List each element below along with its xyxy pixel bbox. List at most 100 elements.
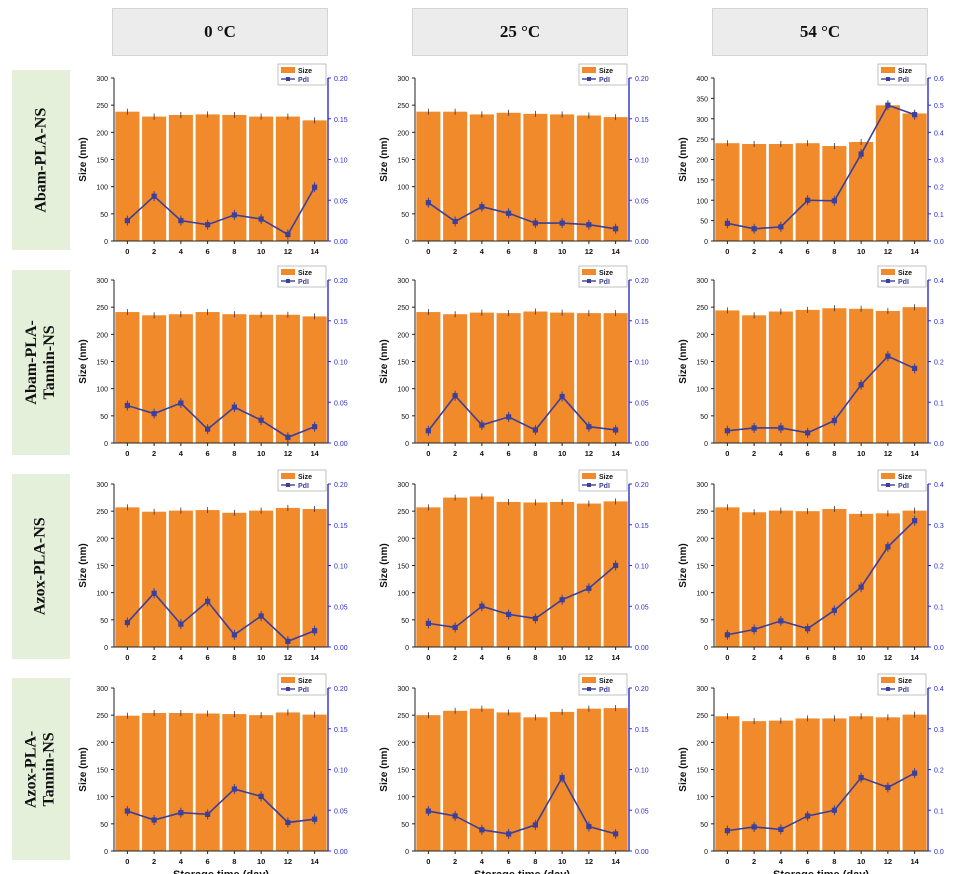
x-tick-label: 12: [284, 449, 292, 458]
x-tick-label: 0: [426, 857, 430, 866]
size-bar: [795, 309, 820, 443]
pdi-point: [805, 430, 811, 436]
size-bar: [576, 313, 601, 443]
y2-tick-label: 0.3: [934, 727, 944, 734]
y2-tick-label: 0.00: [334, 849, 348, 856]
y-tick-label: 200: [397, 130, 409, 137]
legend-size-label: Size: [298, 474, 312, 481]
y-tick-label: 200: [696, 536, 708, 543]
legend-size-label: Size: [599, 678, 613, 685]
pdi-point: [124, 402, 130, 409]
size-bar: [168, 712, 193, 851]
y-axis-label: Size (nm): [379, 137, 390, 181]
x-tick-label: 0: [725, 247, 729, 256]
y-tick-label: 200: [397, 536, 409, 543]
pdi-point: [885, 544, 891, 550]
size-bar: [550, 501, 575, 647]
size-bar: [275, 712, 300, 851]
x-tick-label: 2: [752, 247, 756, 256]
pdi-point: [452, 624, 458, 631]
y-tick-label: 300: [397, 482, 409, 489]
y2-tick-label: 0.1: [934, 604, 944, 611]
pdi-point: [178, 621, 184, 627]
x-tick-label: 4: [480, 247, 485, 256]
y-tick-label: 250: [96, 103, 108, 110]
x-tick-label: 4: [779, 653, 784, 662]
y-tick-label: 50: [100, 414, 108, 421]
pdi-point: [885, 102, 891, 108]
x-axis-label: Storage time (day): [173, 869, 269, 874]
legend-size-label: Size: [898, 678, 912, 685]
x-tick-label: 0: [125, 449, 129, 458]
y-tick-label: 100: [696, 198, 708, 205]
y-tick-label: 150: [397, 564, 409, 571]
y-tick-label: 100: [96, 591, 108, 598]
x-tick-label: 10: [257, 449, 265, 458]
pdi-point: [613, 562, 619, 569]
y2-tick-label: 0.15: [635, 319, 649, 326]
legend-pdi-label: PdI: [599, 77, 610, 84]
size-bar: [849, 513, 874, 647]
x-tick-label: 12: [585, 653, 593, 662]
y-axis-label: Size (nm): [379, 339, 390, 383]
size-bar: [222, 114, 247, 241]
x-tick-label: 14: [310, 653, 319, 662]
y2-tick-label: 0.4: [934, 130, 944, 137]
y-tick-label: 300: [96, 482, 108, 489]
x-tick-label: 0: [725, 653, 729, 662]
y2-tick-label: 0.2: [934, 185, 944, 192]
y2-tick-label: 0.6: [934, 76, 944, 83]
pdi-point: [231, 632, 237, 638]
y-tick-label: 50: [100, 618, 108, 625]
y2-tick-label: 0.2: [934, 360, 944, 367]
legend-size-label: Size: [599, 270, 613, 277]
y2-tick-label: 0.05: [334, 604, 348, 611]
y-tick-label: 0: [405, 849, 409, 856]
y-tick-label: 200: [696, 158, 708, 165]
x-tick-label: 4: [179, 449, 184, 458]
x-tick-label: 14: [611, 653, 620, 662]
x-tick-label: 14: [910, 857, 919, 866]
y-tick-label: 100: [397, 185, 409, 192]
x-tick-label: 10: [857, 653, 865, 662]
x-tick-label: 2: [152, 247, 156, 256]
y-tick-label: 300: [397, 278, 409, 285]
pdi-point: [805, 197, 811, 203]
pdi-point: [586, 222, 592, 228]
pdi-point: [724, 632, 730, 638]
pdi-point: [751, 626, 757, 633]
x-tick-label: 0: [125, 247, 129, 256]
x-tick-label: 4: [179, 857, 184, 866]
y-tick-label: 100: [696, 591, 708, 598]
size-bar: [496, 313, 521, 443]
y-tick-label: 100: [96, 795, 108, 802]
y-tick-label: 150: [696, 564, 708, 571]
legend-size-label: Size: [898, 270, 912, 277]
size-bar: [142, 116, 167, 241]
y-tick-label: 200: [696, 332, 708, 339]
size-bar: [523, 502, 548, 647]
y-tick-label: 200: [397, 740, 409, 747]
x-tick-label: 10: [558, 653, 566, 662]
pdi-line: [427, 394, 616, 432]
x-tick-label: 6: [206, 653, 210, 662]
pdi-point: [506, 611, 512, 617]
legend-pdi-marker: [886, 483, 890, 487]
legend-pdi-marker: [886, 279, 890, 283]
y-tick-label: 100: [397, 591, 409, 598]
pdi-point: [151, 411, 157, 417]
pdi-point: [778, 826, 784, 833]
size-bar: [443, 710, 468, 851]
size-bar: [275, 507, 300, 647]
y-tick-label: 150: [96, 564, 108, 571]
pdi-point: [151, 193, 157, 199]
legend-pdi-marker: [286, 77, 290, 81]
x-tick-label: 6: [507, 449, 511, 458]
size-bar: [195, 312, 220, 443]
pdi-line: [428, 776, 616, 835]
legend-size-swatch: [881, 677, 895, 683]
size-bar: [902, 714, 927, 851]
pdi-point: [312, 816, 318, 822]
legend-pdi-label: PdI: [898, 77, 909, 84]
y-tick-label: 0: [405, 645, 409, 652]
